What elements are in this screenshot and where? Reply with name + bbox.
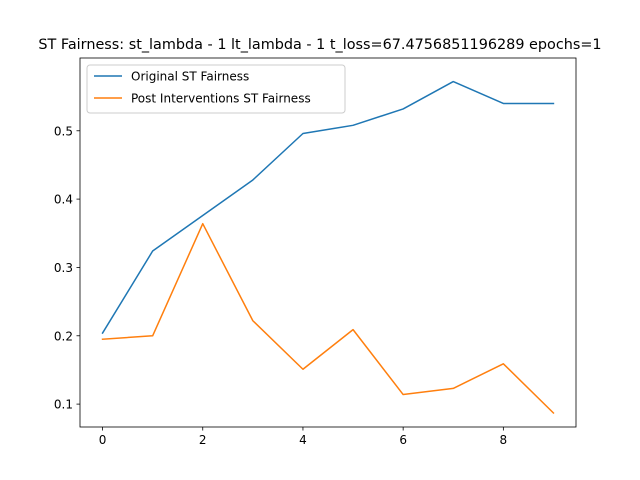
legend-frame [86,64,346,114]
y-tick-label: 0.5 [54,124,73,138]
y-tick-label: 0.2 [54,329,73,343]
series-line-0 [101,80,555,335]
series-line-1 [101,222,555,415]
x-tick-label: 6 [399,433,407,447]
x-axis: 0 2 4 6 8 [99,427,507,447]
x-tick-label: 8 [500,433,508,447]
plot-frame [79,57,577,428]
legend-label-1: Post Interventions ST Fairness [131,92,311,106]
x-tick-label: 2 [199,433,207,447]
chart-title: ST Fairness: st_lambda - 1 lt_lambda - 1… [38,37,601,53]
y-tick-label: 0.3 [54,261,73,275]
series-layer [101,80,555,415]
plot-area [79,57,577,428]
y-tick-label: 0.4 [54,193,73,207]
x-tick-label: 0 [99,433,107,447]
x-tick-label: 4 [299,433,307,447]
y-axis: 0.1 0.2 0.3 0.4 0.5 [54,124,80,412]
y-tick-label: 0.1 [54,398,73,412]
legend: Original ST Fairness Post Interventions S… [86,64,346,114]
legend-label-0: Original ST Fairness [131,70,249,84]
